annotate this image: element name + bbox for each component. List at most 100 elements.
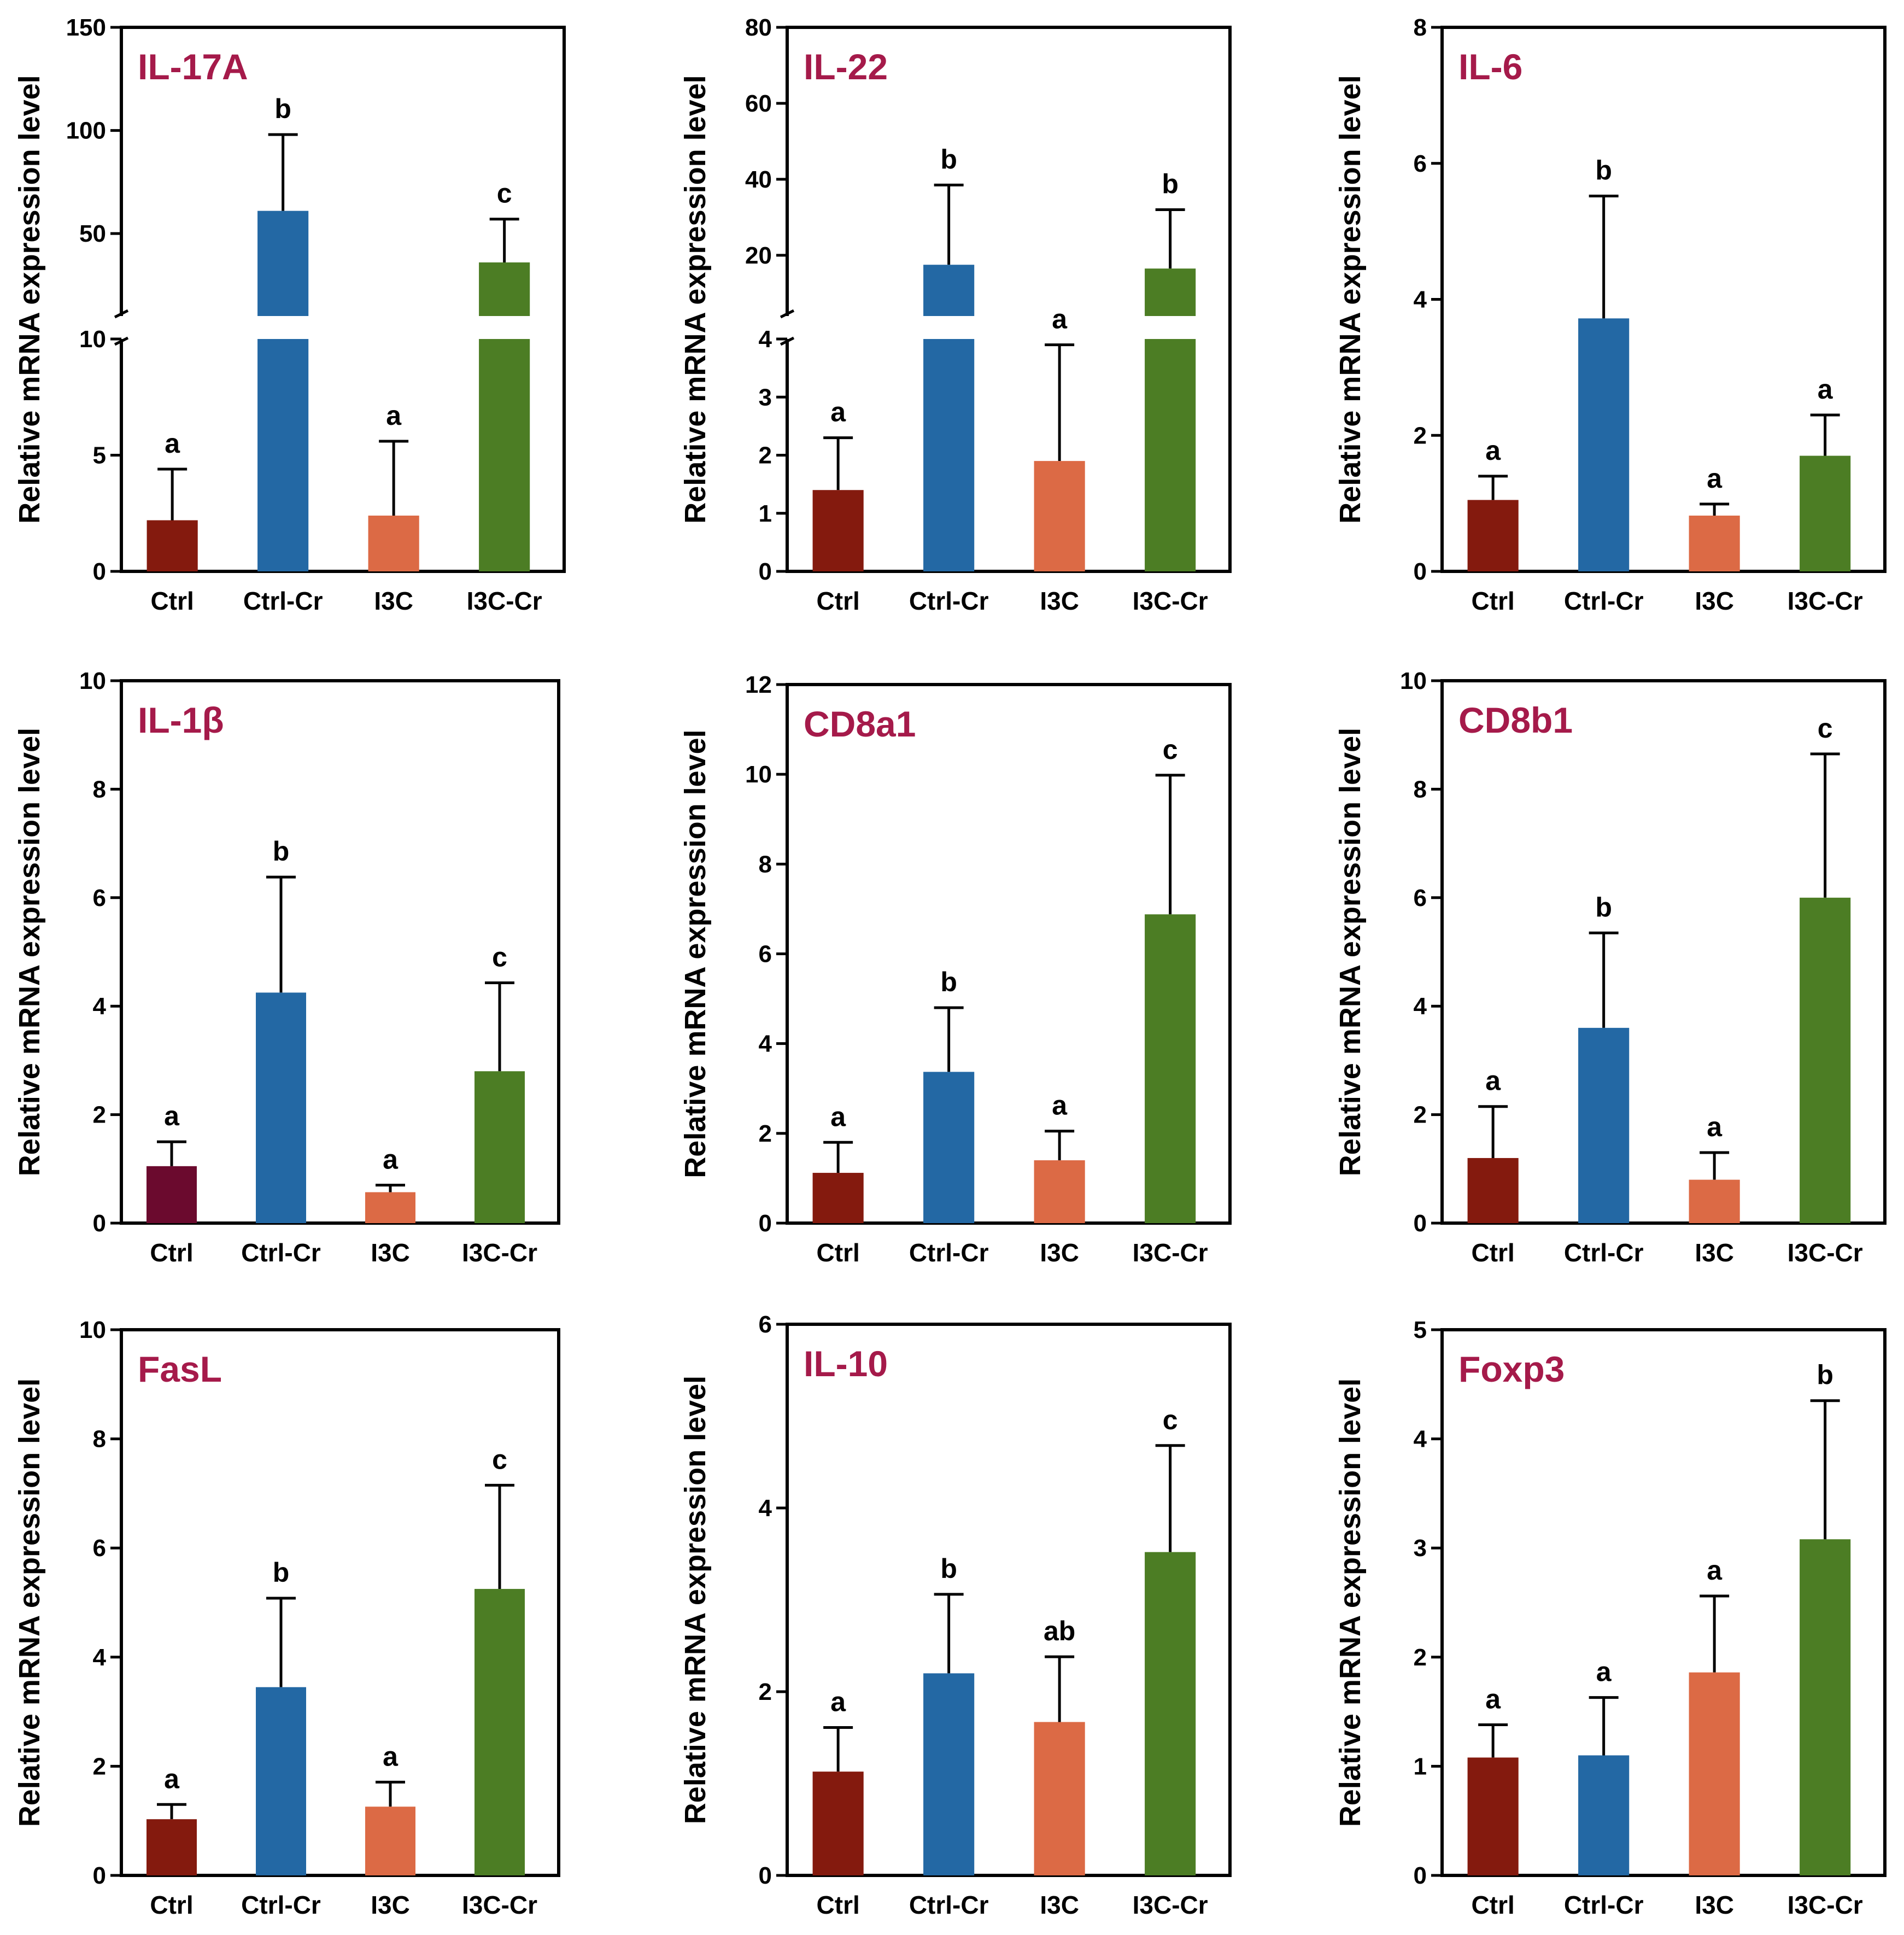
y-tick-label: 10 (1400, 668, 1427, 694)
significance-letter: a (1596, 1657, 1612, 1687)
y-axis-label: Relative mRNA expression level (679, 1376, 712, 1824)
y-tick-label: 4 (1414, 1426, 1427, 1453)
bar (474, 1589, 525, 1875)
significance-letter: b (940, 967, 957, 997)
y-tick-label: 4 (1414, 993, 1427, 1020)
significance-letter: b (1595, 155, 1612, 185)
bar (256, 992, 306, 1223)
x-tick-label: Ctrl-Cr (1564, 587, 1644, 615)
y-tick-label: 10 (79, 326, 106, 353)
significance-letter: c (1163, 734, 1178, 765)
y-tick-label: 2 (1414, 1644, 1427, 1671)
significance-letter: b (940, 1553, 957, 1584)
chart-title: CD8a1 (804, 704, 916, 744)
bar (812, 490, 864, 571)
chart-title: CD8b1 (1458, 700, 1573, 740)
x-tick-label: I3C-Cr (1788, 587, 1863, 615)
y-axis-label: Relative mRNA expression level (13, 728, 46, 1176)
y-tick-label: 80 (745, 14, 772, 41)
y-tick-label: 0 (759, 1210, 772, 1237)
bar (923, 1673, 975, 1875)
significance-letter: ab (1044, 1616, 1075, 1646)
significance-letter: b (274, 93, 291, 124)
significance-letter: a (383, 1741, 399, 1772)
y-tick-label: 2 (759, 1120, 772, 1147)
chart-title: IL-10 (804, 1343, 888, 1384)
bar (812, 1772, 864, 1875)
plot-frame (120, 26, 566, 573)
x-tick-label: Ctrl-Cr (909, 1891, 989, 1919)
bar (1578, 1755, 1630, 1875)
x-tick-label: Ctrl (817, 1238, 860, 1267)
y-tick-label: 4 (93, 1644, 107, 1671)
significance-letter: b (273, 836, 290, 867)
significance-letter: a (1707, 1112, 1723, 1142)
bar (479, 262, 530, 316)
y-tick-label: 2 (93, 1753, 106, 1780)
y-tick-label: 6 (1414, 885, 1427, 911)
y-axis-label: Relative mRNA expression level (1334, 1378, 1367, 1827)
plot-frame (1440, 679, 1887, 1225)
x-tick-label: I3C-Cr (462, 1891, 537, 1919)
chart-panel-il-22: 0 1 2 3 4 20 40 60 80 Relative mRNA expression le… (679, 14, 1232, 615)
significance-letter: a (1485, 1684, 1501, 1715)
significance-letter: c (1818, 713, 1833, 744)
bar (365, 1807, 415, 1875)
y-tick-label: 4 (93, 993, 107, 1020)
chart-title: IL-17A (138, 46, 248, 87)
significance-letter: b (940, 144, 957, 174)
y-tick-label: 2 (93, 1102, 106, 1129)
x-tick-label: I3C-Cr (1133, 1891, 1208, 1919)
y-axis-label: Relative mRNA expression level (13, 1378, 46, 1827)
bar (812, 1173, 864, 1223)
bar (1467, 500, 1519, 571)
bar (368, 516, 419, 571)
x-tick-label: Ctrl-Cr (241, 1891, 321, 1919)
significance-letter: a (1052, 1090, 1068, 1121)
bar (1578, 1027, 1630, 1223)
y-tick-label: 2 (759, 442, 772, 469)
x-tick-label: I3C (1040, 587, 1079, 615)
significance-letter: c (497, 178, 512, 209)
x-tick-label: I3C (371, 1238, 410, 1267)
significance-letter: c (492, 1444, 507, 1475)
y-axis-label: Relative mRNA expression level (1334, 75, 1367, 523)
bar (1145, 339, 1196, 571)
significance-letter: a (830, 1687, 846, 1717)
significance-letter: a (164, 1763, 180, 1794)
y-tick-label: 40 (745, 166, 772, 193)
y-tick-label: 10 (79, 668, 106, 694)
x-tick-label: Ctrl (1472, 587, 1515, 615)
bar (1578, 318, 1630, 571)
x-tick-label: I3C-Cr (1788, 1238, 1863, 1267)
chart-panel-foxp3: 0 1 2 3 4 5 Relative mRNA expression level Foxp… (1334, 1317, 1887, 1919)
y-tick-label: 2 (1414, 1102, 1427, 1129)
x-tick-label: Ctrl-Cr (909, 587, 989, 615)
x-tick-label: Ctrl (150, 1891, 193, 1919)
y-tick-label: 0 (93, 1862, 106, 1889)
significance-letter: b (1595, 892, 1612, 922)
y-tick-label: 8 (1414, 14, 1427, 41)
x-tick-label: Ctrl (1472, 1238, 1515, 1267)
y-tick-label: 1 (759, 500, 772, 527)
y-tick-label: 0 (759, 558, 772, 585)
axis-break-mark (114, 309, 129, 319)
chart-panel-il-10: 0 2 4 6 Relative mRNA expression level IL-10 a… (679, 1311, 1232, 1919)
y-axis-label: Relative mRNA expression level (1334, 728, 1367, 1176)
y-tick-label: 2 (1414, 422, 1427, 449)
x-tick-label: Ctrl (817, 1891, 860, 1919)
y-tick-label: 4 (759, 326, 772, 353)
y-tick-label: 0 (1414, 1862, 1427, 1889)
y-tick-label: 8 (93, 776, 106, 803)
x-tick-label: Ctrl-Cr (243, 587, 323, 615)
significance-letter: a (383, 1144, 399, 1175)
significance-letter: a (164, 1101, 180, 1131)
y-tick-label: 60 (745, 90, 772, 117)
plot-frame (786, 1323, 1232, 1877)
bar (1689, 1672, 1740, 1875)
x-tick-label: I3C (371, 1891, 410, 1919)
x-tick-label: I3C (374, 587, 413, 615)
x-tick-label: I3C-Cr (1133, 1238, 1208, 1267)
axis-break-mark (780, 336, 795, 346)
